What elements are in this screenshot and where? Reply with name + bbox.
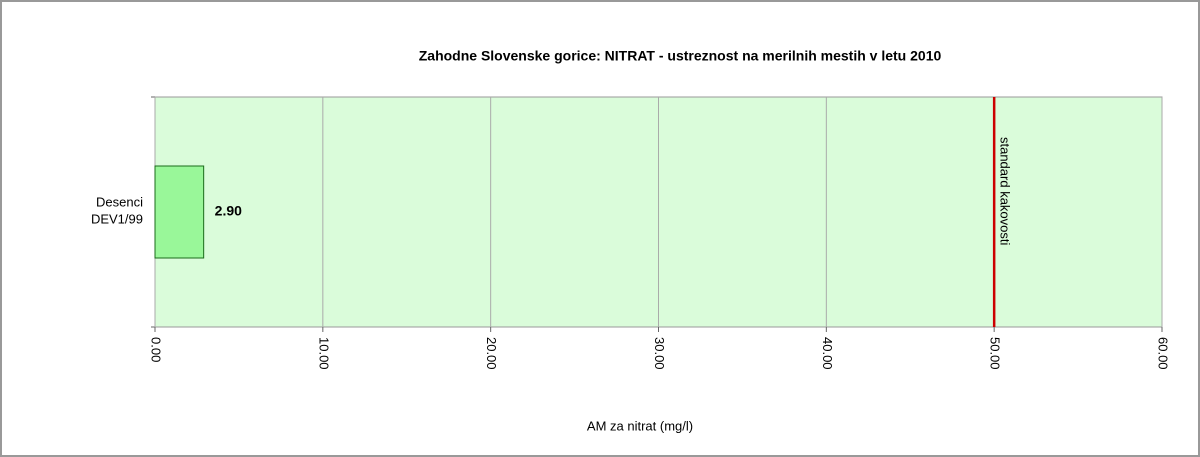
x-tick-label: 30.00	[652, 337, 667, 370]
x-tick-label: 10.00	[316, 337, 331, 370]
bar	[154, 165, 205, 259]
x-tick-label: 60.00	[1156, 337, 1171, 370]
chart-title: Zahodne Slovenske gorice: NITRAT - ustre…	[419, 48, 942, 64]
y-tick-label: Desenci DEV1/99	[91, 195, 143, 227]
reference-label: standard kakovosti	[998, 137, 1013, 246]
x-tick-label: 50.00	[988, 337, 1003, 370]
x-tick-label: 20.00	[484, 337, 499, 370]
data-label: 2.90	[215, 203, 242, 219]
x-tick-label: 0.00	[149, 337, 164, 362]
x-tick-label: 40.00	[820, 337, 835, 370]
x-axis-label: AM za nitrat (mg/l)	[587, 418, 693, 433]
